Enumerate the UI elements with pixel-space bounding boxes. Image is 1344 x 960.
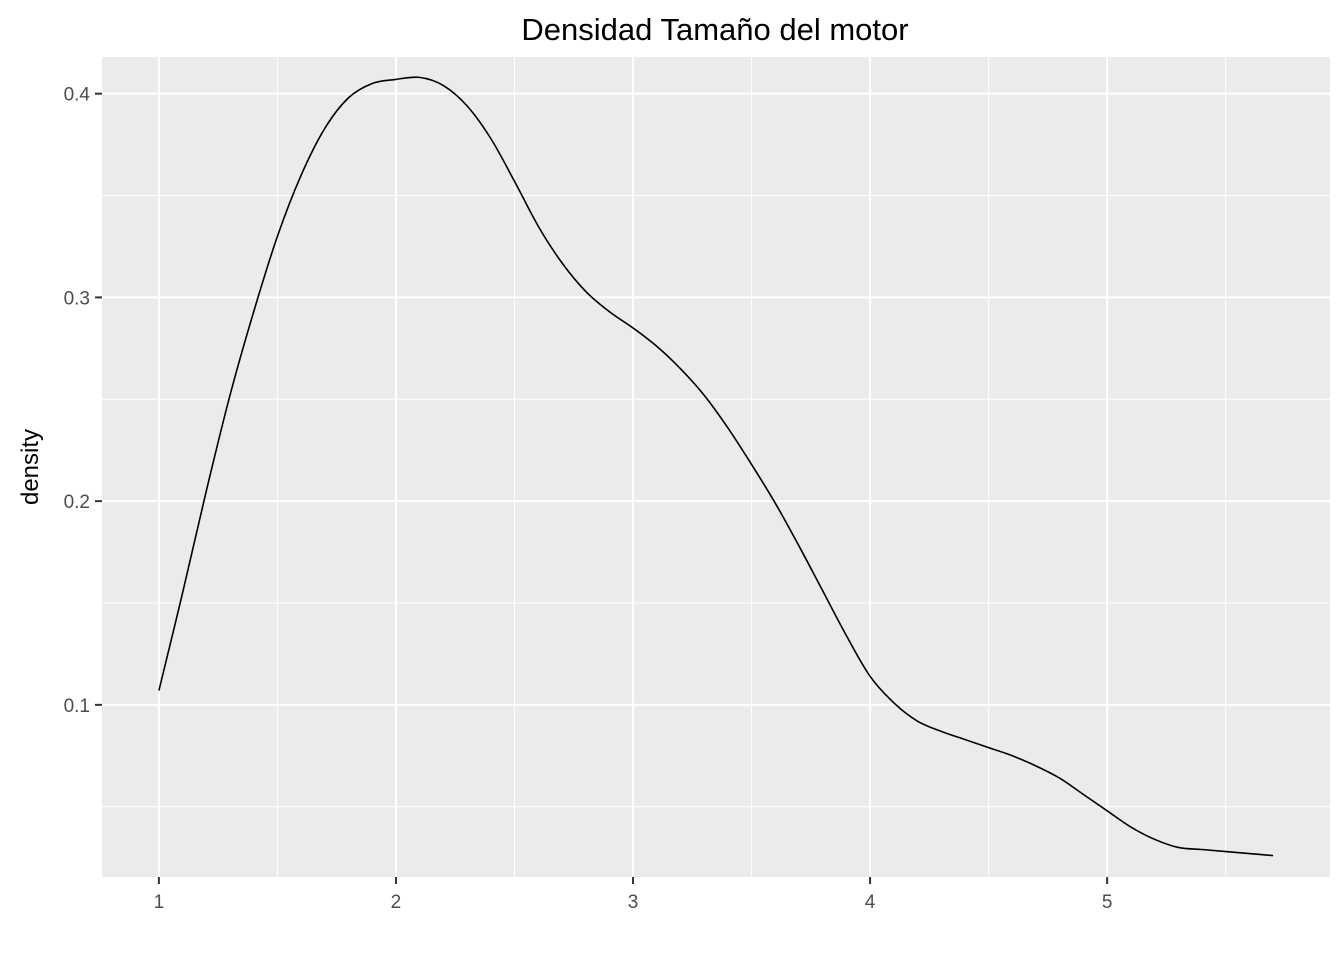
y-tick-label: 0.3 bbox=[64, 288, 90, 309]
chart-title: Densidad Tamaño del motor bbox=[521, 12, 908, 47]
y-tick-label: 0.1 bbox=[64, 696, 90, 717]
x-tick-label: 3 bbox=[628, 892, 639, 913]
y-axis-title: density bbox=[17, 429, 44, 505]
minor-gridlines bbox=[102, 57, 1330, 877]
x-tick-label: 4 bbox=[865, 892, 876, 913]
major-gridlines bbox=[102, 57, 1330, 877]
plot-panel bbox=[102, 57, 1330, 877]
y-tick-label: 0.4 bbox=[64, 85, 91, 106]
y-tick-label: 0.2 bbox=[64, 492, 90, 513]
x-tick-label: 1 bbox=[154, 892, 165, 913]
x-tick-label: 2 bbox=[391, 892, 402, 913]
x-tick-label: 5 bbox=[1102, 892, 1113, 913]
y-axis-ticks: 0.1 0.2 0.3 0.4 bbox=[64, 85, 102, 717]
density-curve bbox=[158, 76, 1274, 857]
x-axis-ticks: 1 2 3 4 5 bbox=[154, 877, 1113, 913]
